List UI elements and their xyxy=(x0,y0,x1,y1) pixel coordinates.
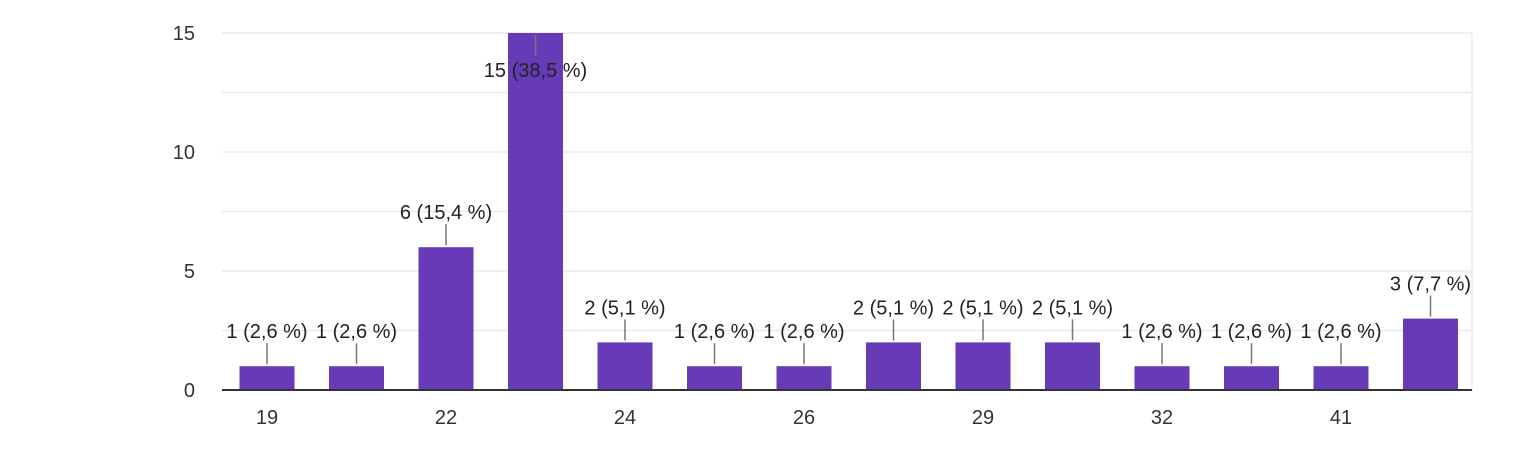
data-label: 2 (5,1 %) xyxy=(1032,297,1113,319)
bar xyxy=(1134,366,1190,390)
data-label: 15 (38,5 %) xyxy=(484,60,587,82)
data-label: 1 (2,6 %) xyxy=(1211,321,1292,343)
bar xyxy=(418,247,474,390)
data-label: 1 (2,6 %) xyxy=(1300,321,1381,343)
x-tick-label: 26 xyxy=(793,407,815,429)
x-tick-label: 24 xyxy=(614,407,636,429)
x-tick-label: 32 xyxy=(1151,407,1173,429)
bar xyxy=(687,366,742,390)
bar xyxy=(1403,318,1458,390)
data-label: 1 (2,6 %) xyxy=(763,321,844,343)
data-label: 2 (5,1 %) xyxy=(853,297,934,319)
x-tick-label: 29 xyxy=(972,407,994,429)
bars xyxy=(239,33,1458,390)
x-tick-label: 19 xyxy=(256,407,278,429)
y-tick-label: 15 xyxy=(173,23,195,45)
bar xyxy=(597,342,653,390)
y-tick-labels: 0 5 10 15 xyxy=(173,23,195,402)
data-label: 1 (2,6 %) xyxy=(226,321,307,343)
data-label: 1 (2,6 %) xyxy=(674,321,755,343)
y-tick-label: 10 xyxy=(173,142,195,164)
bar xyxy=(955,342,1011,390)
bar xyxy=(239,366,295,390)
bar xyxy=(1045,342,1100,390)
y-tick-label: 5 xyxy=(184,261,195,283)
bar xyxy=(508,33,563,390)
bar xyxy=(776,366,832,390)
data-label: 2 (5,1 %) xyxy=(942,297,1023,319)
data-labels: 1 (2,6 %) 1 (2,6 %) 6 (15,4 %) 15 (38,5 %) 2… xyxy=(226,35,1471,365)
x-tick-label: 41 xyxy=(1330,407,1352,429)
data-label: 3 (7,7 %) xyxy=(1390,274,1471,296)
data-label: 2 (5,1 %) xyxy=(584,297,665,319)
x-tick-labels: 19 22 24 26 29 32 41 xyxy=(256,407,1352,429)
bar xyxy=(329,366,384,390)
bar xyxy=(1313,366,1369,390)
y-tick-label: 0 xyxy=(184,380,195,402)
data-label: 1 (2,6 %) xyxy=(1121,321,1202,343)
x-tick-label: 22 xyxy=(435,407,457,429)
bar xyxy=(866,342,921,390)
data-label: 1 (2,6 %) xyxy=(316,321,397,343)
data-label: 6 (15,4 %) xyxy=(400,202,492,224)
bar xyxy=(1224,366,1279,390)
